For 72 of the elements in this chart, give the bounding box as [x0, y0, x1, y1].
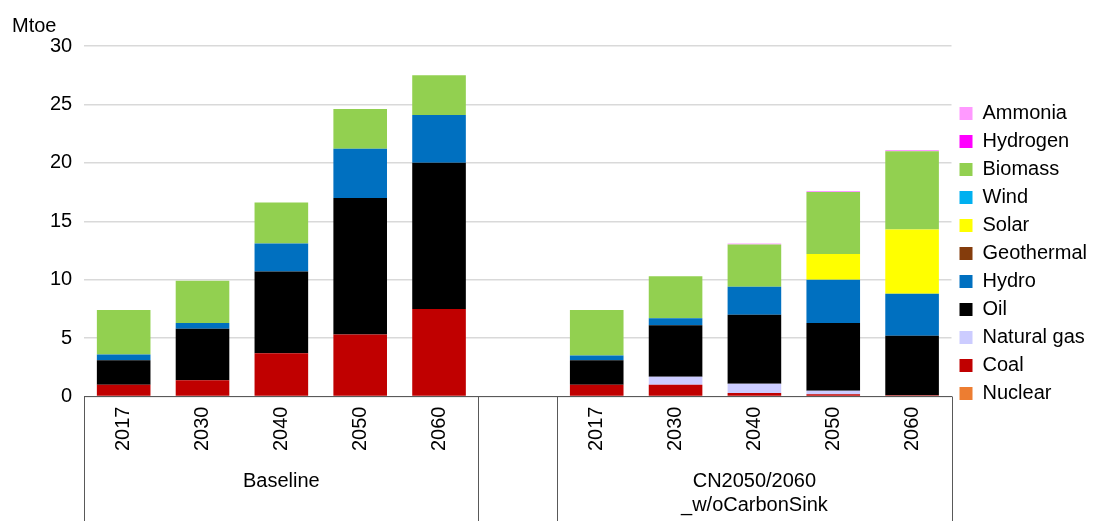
- bar: [648, 325, 703, 377]
- x-tick-label: 2030: [190, 406, 213, 452]
- bar: [96, 360, 151, 385]
- bar: [569, 384, 624, 396]
- bar: [648, 376, 703, 385]
- bar: [412, 308, 466, 396]
- legend-label: Ammonia: [982, 101, 1068, 124]
- bar: [569, 310, 624, 356]
- bar: [727, 286, 782, 315]
- y-tick-label: 25: [50, 91, 73, 114]
- bar: [806, 192, 861, 254]
- legend-label: Wind: [982, 185, 1029, 208]
- bar: [727, 383, 782, 393]
- bar: [333, 334, 387, 396]
- bar: [885, 293, 939, 336]
- bar: [885, 335, 939, 396]
- y-tick-label: 15: [50, 208, 73, 231]
- bar: [333, 197, 387, 335]
- legend-label: Solar: [982, 213, 1030, 236]
- legend-label: Hydro: [982, 269, 1036, 292]
- legend-label: Biomass: [982, 157, 1060, 180]
- bar: [885, 151, 939, 230]
- x-tick-label: 2030: [663, 406, 686, 452]
- legend-label: Natural gas: [982, 325, 1085, 348]
- legend-label: Hydrogen: [982, 129, 1070, 152]
- y-tick-label: 10: [50, 267, 73, 290]
- legend-label: Nuclear: [982, 381, 1052, 404]
- bar: [175, 380, 230, 396]
- bar: [727, 244, 782, 287]
- bar: [648, 276, 703, 319]
- bar: [254, 243, 309, 272]
- bar: [412, 114, 466, 163]
- text: CN2050/2060 _w/oCarbonSink: [680, 469, 829, 517]
- bar: [175, 280, 230, 323]
- y-tick-label: 0: [61, 384, 73, 407]
- legend-label: Geothermal: [982, 241, 1088, 264]
- legend-label: Coal: [982, 353, 1024, 376]
- bar: [254, 353, 309, 396]
- bar: [806, 279, 861, 323]
- bar: [254, 202, 309, 244]
- x-tick-label: 2017: [111, 406, 134, 452]
- x-tick-label: 2060: [426, 406, 449, 452]
- bar: [175, 328, 230, 381]
- bar: [175, 322, 230, 329]
- bar: [569, 360, 624, 385]
- y-tick-label: 30: [50, 33, 73, 56]
- bar: [727, 314, 782, 384]
- y-tick-label: 5: [61, 325, 73, 348]
- bar: [412, 75, 466, 115]
- x-tick-label: 2040: [268, 406, 291, 452]
- bar: [96, 310, 151, 355]
- bar: [96, 354, 151, 361]
- x-tick-label: 2060: [899, 406, 922, 452]
- x-tick-label: 2050: [347, 406, 370, 452]
- bar: [333, 148, 387, 198]
- x-tick-label: 2017: [584, 406, 607, 452]
- legend-label: Oil: [982, 297, 1007, 320]
- bar: [806, 253, 861, 280]
- bar: [254, 271, 309, 354]
- bar: [648, 318, 703, 326]
- x-tick-label: 2050: [820, 406, 843, 452]
- bar: [727, 393, 782, 396]
- bar: [806, 322, 861, 391]
- bar: [412, 162, 466, 309]
- text: Baseline: [242, 469, 320, 492]
- bar: [333, 109, 387, 149]
- bar: [96, 384, 151, 396]
- y-tick-label: 20: [50, 150, 73, 173]
- bar: [885, 229, 939, 294]
- bar: [648, 384, 703, 396]
- x-tick-label: 2040: [741, 406, 764, 452]
- y-axis-title: Mtoe: [12, 13, 57, 36]
